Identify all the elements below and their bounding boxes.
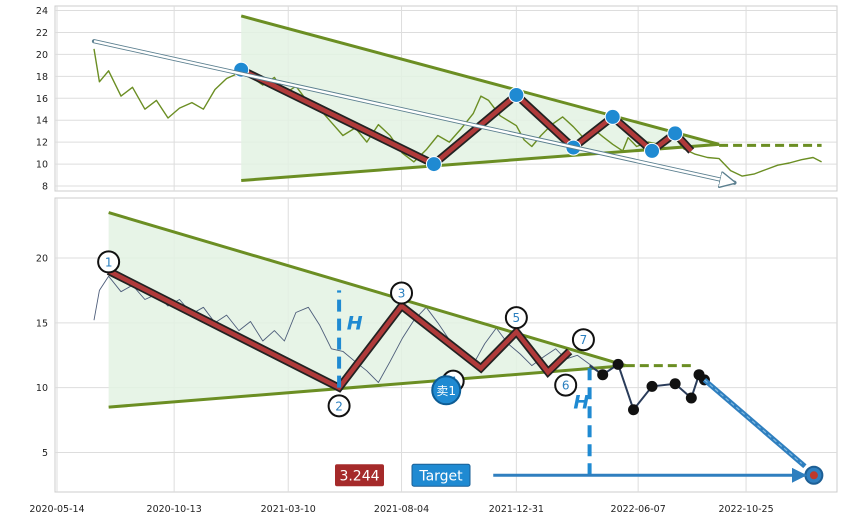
pivot-number: 1 [105, 255, 113, 269]
triangle-fill [108, 212, 626, 408]
forecast-point [612, 358, 624, 370]
x-tick-label: 2021-08-04 [374, 504, 429, 515]
x-tick-label: 2020-05-14 [29, 504, 84, 515]
target-label-box [411, 463, 471, 487]
y-tick-label: 14 [36, 116, 48, 127]
pivot-number-circle [97, 250, 121, 274]
target-label: Target [418, 468, 463, 484]
x-tick-label: 2021-03-10 [261, 504, 316, 515]
x-tick-label: 2020-10-13 [147, 504, 202, 515]
x-tick-label: 2022-06-07 [611, 504, 666, 515]
lower-trendline [108, 364, 626, 409]
pivot-number: 3 [398, 287, 406, 301]
pivot-marker [644, 142, 661, 159]
forecast-point [597, 369, 609, 381]
price-line [93, 48, 822, 177]
target-point-center [809, 471, 818, 480]
pivot-number-circle [571, 328, 595, 352]
panel-top: 8 10 12 14 16 18 20 22 24 [36, 5, 838, 193]
y-tick-label: 8 [42, 182, 48, 193]
pivot-number: 2 [335, 399, 343, 413]
forecast-point [685, 392, 697, 404]
height-label: H [573, 391, 589, 413]
zigzag-line [107, 268, 572, 391]
pivot-number: 5 [513, 311, 521, 325]
pivot-number: 7 [580, 333, 588, 347]
pivot-marker [667, 125, 684, 142]
pivot-number-circle [327, 394, 351, 418]
projection-arrow [704, 379, 806, 467]
y-tick-label: 24 [36, 6, 48, 17]
pivot-marker [604, 108, 621, 125]
pivot-number-circle [390, 281, 414, 305]
pivot-number-circle [504, 306, 528, 330]
x-tick-label: 2021-12-31 [489, 504, 544, 515]
y-tick-label: 20 [36, 50, 48, 61]
lower-trendline [241, 142, 720, 183]
upper-trendline [108, 211, 627, 368]
forecast-point [669, 378, 681, 390]
y-tick-label: 18 [36, 72, 48, 83]
target-value-box [335, 464, 384, 487]
x-tick-label: 2022-10-25 [718, 504, 773, 515]
forecast-point [646, 380, 658, 392]
y-tick-label: 16 [36, 94, 48, 105]
y-tick-label: 5 [42, 448, 48, 459]
upper-trendline [240, 14, 720, 146]
y-tick-label: 10 [36, 160, 48, 171]
y-tick-label: 20 [36, 254, 48, 265]
y-tick-label: 22 [36, 28, 48, 39]
pivot-number: 6 [562, 379, 570, 393]
sell-marker [431, 375, 462, 406]
target-value-label: 3.244 [339, 468, 379, 484]
height-label: H [347, 312, 363, 334]
y-tick-label: 10 [36, 383, 48, 394]
sell-marker-label: 卖1 [436, 384, 456, 398]
forecast-point [628, 404, 640, 416]
pivot-number-circle [554, 373, 578, 397]
y-tick-label: 15 [36, 318, 48, 329]
trend-arrow [93, 40, 734, 182]
pivot-marker [508, 86, 525, 103]
pivot-marker [425, 156, 442, 173]
y-tick-label: 12 [36, 138, 48, 149]
